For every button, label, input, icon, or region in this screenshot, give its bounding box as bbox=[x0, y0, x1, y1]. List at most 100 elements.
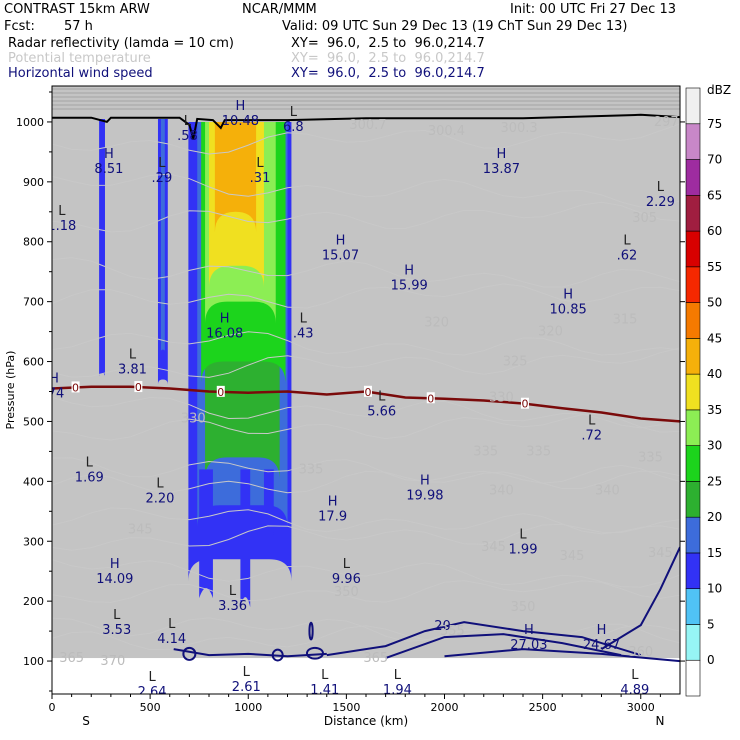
wind-extremum-type: L bbox=[58, 204, 66, 219]
reflectivity-field bbox=[99, 118, 292, 608]
theta-contour bbox=[52, 507, 680, 535]
theta-contour bbox=[52, 559, 680, 588]
colorbar-segment bbox=[685, 194, 701, 232]
terrain-line bbox=[52, 113, 680, 139]
y-tick-label: 200 bbox=[23, 595, 44, 608]
wind-extremum-value: .74 bbox=[44, 387, 65, 402]
wind-extremum-type: L bbox=[623, 234, 631, 249]
wind-speed-contour bbox=[444, 648, 680, 663]
colorbar-label: 10 bbox=[707, 582, 722, 596]
colorbar-segment bbox=[685, 481, 701, 518]
wind-extremum-value: 2.64 bbox=[138, 685, 167, 700]
colorbar-segment bbox=[685, 230, 701, 268]
field-wind-xy: XY= 96.0, 2.5 to 96.0,214.7 bbox=[291, 66, 485, 81]
freezing-label-bg bbox=[520, 397, 529, 409]
theta-label: 365 bbox=[59, 651, 84, 666]
wind-extremum-type: L bbox=[148, 670, 156, 685]
theta-label: 355 bbox=[440, 624, 465, 639]
theta-label: 330 bbox=[181, 411, 206, 426]
x-axis-label: Distance (km) bbox=[324, 714, 408, 728]
wind-extremum-value: 1.99 bbox=[509, 542, 538, 557]
colorbar-segment bbox=[685, 409, 701, 446]
theta-label: 315 bbox=[613, 313, 638, 328]
colorbar: 0 5 10 15 20 25 30 35 40 45 50 55 60 65 70 75 bbox=[685, 87, 722, 697]
wind-extremum-type: H bbox=[497, 147, 507, 162]
field-wind-name: Horizontal wind speed bbox=[8, 66, 153, 81]
wind-extremum-value: 8.51 bbox=[94, 162, 123, 177]
theta-label: 335 bbox=[526, 444, 551, 459]
valid-time: Valid: 09 UTC Sun 29 Dec 13 (19 ChT Sun … bbox=[282, 19, 628, 34]
init-time: Init: 00 UTC Fri 27 Dec 13 bbox=[510, 2, 676, 17]
wind-extremum-value: 3.81 bbox=[118, 363, 147, 378]
wind-extremum-value: 6.8 bbox=[283, 120, 304, 135]
colorbar-segment bbox=[685, 159, 701, 196]
wind-extremum-type: L bbox=[184, 114, 192, 129]
theta-contour bbox=[52, 519, 680, 551]
y-tick-label: 300 bbox=[23, 535, 44, 548]
colorbar-label: 50 bbox=[707, 296, 722, 310]
colorbar-label: 35 bbox=[707, 403, 722, 417]
wind-extremum-value: 3.53 bbox=[102, 623, 131, 638]
wind-extremum-type: L bbox=[86, 455, 94, 470]
wind-extremum-value: 27.03 bbox=[510, 638, 547, 653]
wind-speed-contour bbox=[326, 621, 642, 657]
wind-extremum-type: H bbox=[104, 147, 114, 162]
colorbar-segment bbox=[685, 624, 701, 661]
wind-extremum-type: L bbox=[321, 668, 329, 683]
wind-extremum-type: L bbox=[229, 584, 237, 599]
theta-contour bbox=[52, 201, 680, 233]
colorbar-segment bbox=[685, 659, 701, 697]
wind-speed-contours: 20 bbox=[173, 546, 680, 663]
wind-extremum-value: .43 bbox=[293, 327, 314, 342]
wind-extremum-type: H bbox=[328, 494, 338, 509]
wind-extremum-value: 15.99 bbox=[391, 279, 428, 294]
colorbar-label: 30 bbox=[707, 439, 722, 453]
wind-speed-contour bbox=[385, 633, 622, 660]
wind-extremum-type: L bbox=[158, 156, 166, 171]
reflectivity-cell bbox=[160, 118, 165, 352]
wind-extremum-value: 1.94 bbox=[383, 683, 412, 698]
wind-extremum-type: L bbox=[129, 348, 137, 363]
colorbar-segment bbox=[685, 302, 701, 339]
colorbar-label: 40 bbox=[707, 367, 722, 381]
theta-label: 340 bbox=[489, 483, 514, 498]
wind-extremum-value: 10.48 bbox=[222, 114, 259, 129]
theta-label: 320 bbox=[424, 316, 449, 331]
field-reflectivity-xy: XY= 96.0, 2.5 to 96.0,214.7 bbox=[291, 36, 485, 51]
wind-speed-contour bbox=[182, 646, 197, 661]
x-axis-end-label: N bbox=[656, 714, 665, 728]
colorbar-segment bbox=[685, 373, 701, 411]
freezing-level-label: 0 bbox=[521, 398, 528, 411]
colorbar-label: 0 bbox=[707, 653, 715, 667]
wind-speed-contour bbox=[600, 546, 680, 650]
wind-speed-contour bbox=[173, 648, 327, 658]
wind-extremum-type: H bbox=[336, 234, 346, 249]
wind-extremum-type: L bbox=[631, 668, 639, 683]
wind-extremum-value: 15.07 bbox=[322, 249, 359, 264]
x-axis-start-label: S bbox=[82, 714, 90, 728]
theta-contour bbox=[52, 331, 680, 356]
theta-contour bbox=[52, 396, 680, 429]
wind-extremum-value: 13.87 bbox=[483, 162, 520, 177]
wind-extremum-value: 16.08 bbox=[206, 327, 243, 342]
wind-speed-contour bbox=[305, 646, 324, 660]
wind-extremum-value: .58 bbox=[177, 129, 198, 144]
colorbar-label: 60 bbox=[707, 224, 722, 238]
wind-extremum-value: .62 bbox=[617, 249, 638, 264]
field-theta-name: Potential temperature bbox=[8, 51, 151, 66]
wind-extremum-value: 2.61 bbox=[232, 680, 261, 695]
wind-extremum-type: H bbox=[220, 312, 230, 327]
x-tick-label: 2000 bbox=[431, 701, 459, 714]
y-axis-label: Pressure (hPa) bbox=[4, 351, 17, 430]
theta-label: 370 bbox=[100, 654, 125, 669]
theta-contour bbox=[52, 347, 680, 378]
freezing-level-label: 0 bbox=[217, 386, 224, 399]
wind-extremum-value: 2.20 bbox=[145, 491, 174, 506]
wind-extremum-type: L bbox=[394, 668, 402, 683]
tropopause-band bbox=[52, 86, 680, 659]
x-tick-label: 3000 bbox=[627, 701, 655, 714]
colorbar-segment bbox=[685, 266, 701, 303]
wind-extremum-value: 1.41 bbox=[310, 683, 339, 698]
wind-extremum-type: H bbox=[524, 623, 534, 638]
colorbar-segment bbox=[685, 123, 701, 160]
